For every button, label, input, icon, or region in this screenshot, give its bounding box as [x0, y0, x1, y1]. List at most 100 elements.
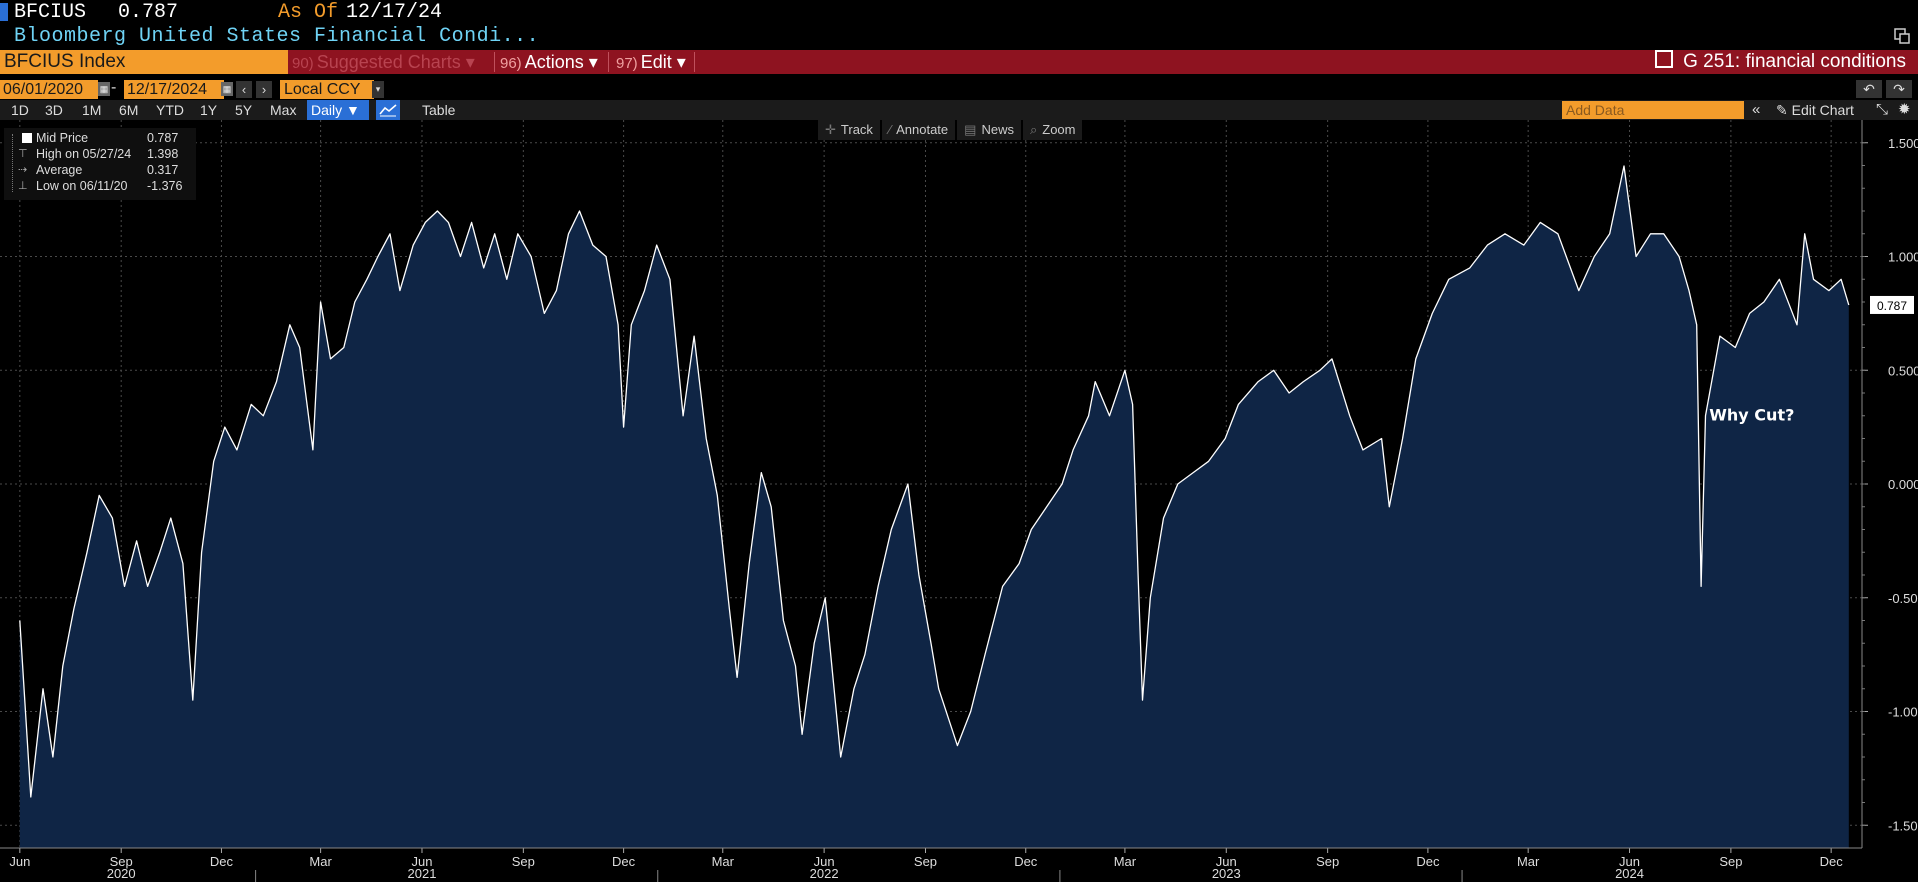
legend-average-label: Average [36, 163, 83, 177]
as-of-label: As Of [278, 1, 339, 24]
pencil-icon: ✎ [1776, 102, 1788, 118]
period-max-button[interactable]: Max [270, 102, 297, 118]
track-button[interactable]: ✛ Track [818, 120, 880, 140]
edit-number: 97) [616, 55, 638, 72]
x-tick-label: Dec [1014, 854, 1038, 869]
start-date-input[interactable]: 06/01/2020 [0, 80, 98, 99]
ticker-row: BFCIUS 0.787 As Of 12/17/24 [0, 0, 1918, 24]
crosshair-icon: ✛ [825, 122, 836, 137]
edit-chart-button[interactable]: ✎ Edit Chart [1776, 100, 1854, 120]
legend-mid-value: 0.787 [147, 131, 179, 145]
legend-low-label: Low on 06/11/20 [36, 179, 128, 193]
x-tick-label: Jun [9, 854, 30, 869]
calendar-icon[interactable]: ▦ [221, 82, 233, 96]
ticker-color-marker [0, 3, 8, 21]
add-data-input[interactable]: Add Data [1562, 101, 1744, 119]
gear-icon[interactable]: ✹ [1898, 101, 1911, 118]
edit-button[interactable]: 97) Edit ▾ [616, 50, 686, 74]
external-link-icon [1655, 50, 1674, 68]
undo-icon[interactable]: ↶ [1856, 80, 1882, 98]
legend-tree-line [12, 134, 17, 192]
actions-button[interactable]: 96) Actions ▾ [500, 50, 598, 74]
series-area-fill [19, 166, 1849, 848]
frequency-label: Daily [311, 102, 343, 118]
news-label: News [981, 122, 1014, 137]
y-tick-label: -1.500 [1888, 818, 1918, 833]
zoom-button[interactable]: ⌕ Zoom [1022, 120, 1083, 140]
chart-legend[interactable]: Mid Price 0.787 ⊤ High on 05/27/24 1.398… [4, 128, 196, 200]
security-description: Bloomberg United States Financial Condi.… [14, 25, 540, 48]
year-label: 2024 [1615, 866, 1644, 881]
y-tick-label: -1.000 [1888, 705, 1918, 720]
x-tick-label: Dec [1820, 854, 1844, 869]
news-button[interactable]: ▤ News [957, 120, 1021, 140]
suggested-charts-label: Suggested Charts [316, 52, 461, 72]
period-1m-button[interactable]: 1M [82, 102, 102, 118]
double-chevron-left-icon[interactable]: « [1752, 101, 1761, 118]
legend-row-low: ⊥ Low on 06/11/20 -1.376 [4, 178, 196, 194]
x-tick-label: Sep [110, 854, 133, 869]
resize-icon[interactable]: ⤡ [1876, 101, 1889, 118]
divider [608, 52, 609, 72]
x-tick-label: Sep [914, 854, 937, 869]
chart-title-link[interactable]: G 251: financial conditions [1655, 50, 1906, 74]
last-value-label: 0.787 [1877, 299, 1907, 313]
average-marker-icon: ⇢ [18, 164, 28, 176]
y-tick-label: 0.000 [1888, 477, 1918, 492]
legend-mid-label: Mid Price [36, 131, 89, 145]
chevron-right-icon[interactable]: › [256, 81, 272, 98]
redo-icon[interactable]: ↷ [1886, 80, 1912, 98]
annotate-label: Annotate [896, 122, 949, 137]
table-button[interactable]: Table [422, 102, 456, 118]
chevron-down-icon: ▾ [676, 52, 686, 72]
year-label: 2021 [408, 866, 437, 881]
legend-low-value: -1.376 [147, 179, 183, 193]
chart-area[interactable]: 1.500 1.000 0.500 0.000 -0.500 -1.000 -1.500 0.… [0, 120, 1918, 882]
chevron-left-icon[interactable]: ‹ [236, 81, 252, 98]
x-tick-label: Mar [309, 854, 332, 869]
zoom-label: Zoom [1042, 122, 1076, 137]
y-tick-label: 1.500 [1888, 136, 1918, 151]
chevron-down-icon[interactable]: ▾ [372, 81, 384, 98]
period-1y-button[interactable]: 1Y [200, 102, 218, 118]
x-tick-label: Dec [612, 854, 636, 869]
period-3d-button[interactable]: 3D [45, 102, 63, 118]
calendar-icon[interactable]: ▦ [98, 82, 110, 96]
y-tick-label: 1.000 [1888, 250, 1918, 265]
as-of-date[interactable]: 12/17/24 [346, 1, 443, 24]
chevron-down-icon: ▾ [465, 52, 475, 72]
triangle-down-icon: ▼ [346, 102, 360, 118]
ticker-value: 0.787 [118, 1, 179, 24]
last-value-tag [1870, 295, 1914, 314]
x-tick-label: Dec [1416, 854, 1440, 869]
x-tick-label: Jun [411, 854, 432, 869]
annotate-button[interactable]: ∕ Annotate [881, 120, 956, 140]
x-axis: Jun Sep Dec Mar Jun Sep Dec Mar Jun Sep Dec Mar Jun S… [0, 847, 1862, 882]
currency-select[interactable]: Local CCY [280, 80, 374, 99]
x-tick-label: Sep [512, 854, 535, 869]
period-1d-button[interactable]: 1D [11, 102, 29, 118]
frequency-select[interactable]: Daily ▼ [307, 100, 369, 120]
y-axis: 1.500 1.000 0.500 0.000 -0.500 -1.000 -1.500 0.… [1861, 120, 1918, 848]
chart-title-text: G 251: financial conditions [1683, 51, 1906, 72]
line-chart-icon[interactable] [376, 100, 400, 120]
y-tick-label: -0.500 [1888, 591, 1918, 606]
x-tick-label: Mar [1114, 854, 1137, 869]
suggested-charts-number: 90) [292, 55, 314, 72]
security-input[interactable]: BFCIUS Index [0, 50, 288, 74]
x-tick-label: Jun [1619, 854, 1640, 869]
series-swatch [22, 133, 32, 143]
chevron-down-icon: ▾ [588, 52, 598, 72]
area-series [19, 165, 1850, 848]
suggested-charts-button[interactable]: 90) Suggested Charts ▾ [292, 50, 492, 74]
period-6m-button[interactable]: 6M [119, 102, 139, 118]
legend-high-value: 1.398 [147, 147, 179, 161]
date-range-separator: - [111, 79, 117, 96]
end-date-input[interactable]: 12/17/2024 [124, 80, 224, 99]
popout-icon[interactable] [1894, 28, 1910, 44]
x-tick-label: Mar [1517, 854, 1540, 869]
edit-chart-label: Edit Chart [1791, 102, 1854, 118]
y-tick-label: 0.500 [1888, 363, 1918, 378]
period-5y-button[interactable]: 5Y [235, 102, 253, 118]
period-ytd-button[interactable]: YTD [156, 102, 184, 118]
